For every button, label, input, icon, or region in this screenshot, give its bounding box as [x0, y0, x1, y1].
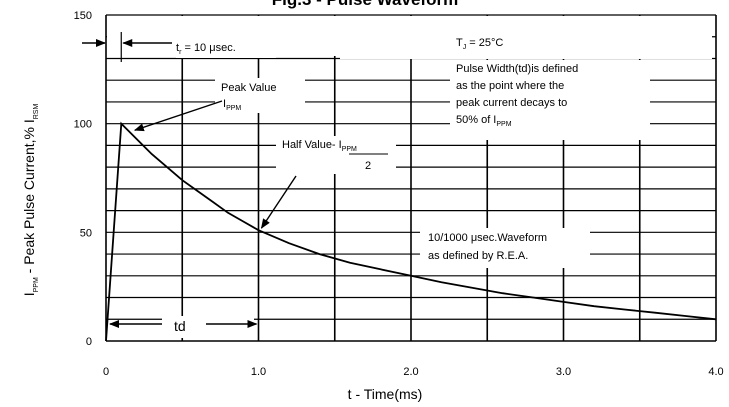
axes: [105, 14, 717, 342]
waveform-series: [105, 121, 717, 342]
y-axis-label: IPPM - Peak Pulse Current,% IRSM: [21, 104, 40, 297]
annotation-bg: [420, 228, 590, 268]
peak-value-ippm: IPPM: [223, 98, 241, 112]
pulse-def-line2: as the point where the: [456, 80, 564, 92]
td-label: td: [174, 318, 186, 334]
x-tick-label: 2.0: [403, 366, 418, 378]
y-tick-label: 0: [86, 336, 92, 348]
waveform-def-line2: as defined by R.E.A.: [428, 250, 528, 262]
annotation-bg: [340, 16, 712, 59]
x-tick-label: 0: [103, 366, 109, 378]
x-tick-label: 4.0: [708, 366, 723, 378]
half-value-denominator: 2: [365, 160, 371, 172]
x-axis-label: t - Time(ms): [348, 386, 423, 402]
y-tick-label: 150: [74, 10, 92, 22]
y-tick-labels: 0 50 100 150: [74, 10, 92, 348]
peak-value-label: Peak Value: [221, 82, 276, 94]
pulse-def-line1: Pulse Width(td)is defined: [456, 63, 578, 75]
waveform-line: [105, 121, 717, 342]
x-tick-labels: 0 1.0 2.0 3.0 4.0: [103, 366, 724, 378]
chart-title: Fig.3 - Pulse Waveform: [272, 0, 458, 9]
annotation-bg: [276, 136, 396, 174]
annotation-bg: [450, 60, 650, 140]
annotation-bg: [162, 316, 254, 338]
peak-value-arrow: [133, 100, 223, 132]
annotation-backgrounds: [107, 16, 712, 338]
waveform-def-line1: 10/1000 μsec.Waveform: [428, 232, 547, 244]
y-tick-label: 50: [80, 227, 92, 239]
y-tick-label: 100: [74, 119, 92, 131]
junction-temp-annotation: TJ = 25°C: [456, 37, 503, 51]
annotation-bg: [215, 78, 305, 113]
annotation-bg: [176, 40, 276, 58]
x-tick-label: 1.0: [251, 366, 266, 378]
half-value-label: Half Value- IPPM: [282, 139, 357, 153]
pulse-def-line4: 50% of IPPM: [456, 114, 512, 128]
pulse-def-line3: peak current decays to: [456, 97, 567, 109]
rise-time-annotation: tr = 10 μsec.: [176, 42, 236, 56]
x-tick-label: 3.0: [556, 366, 571, 378]
annotation-arrows: [82, 32, 297, 328]
half-value-arrow: [260, 175, 297, 229]
